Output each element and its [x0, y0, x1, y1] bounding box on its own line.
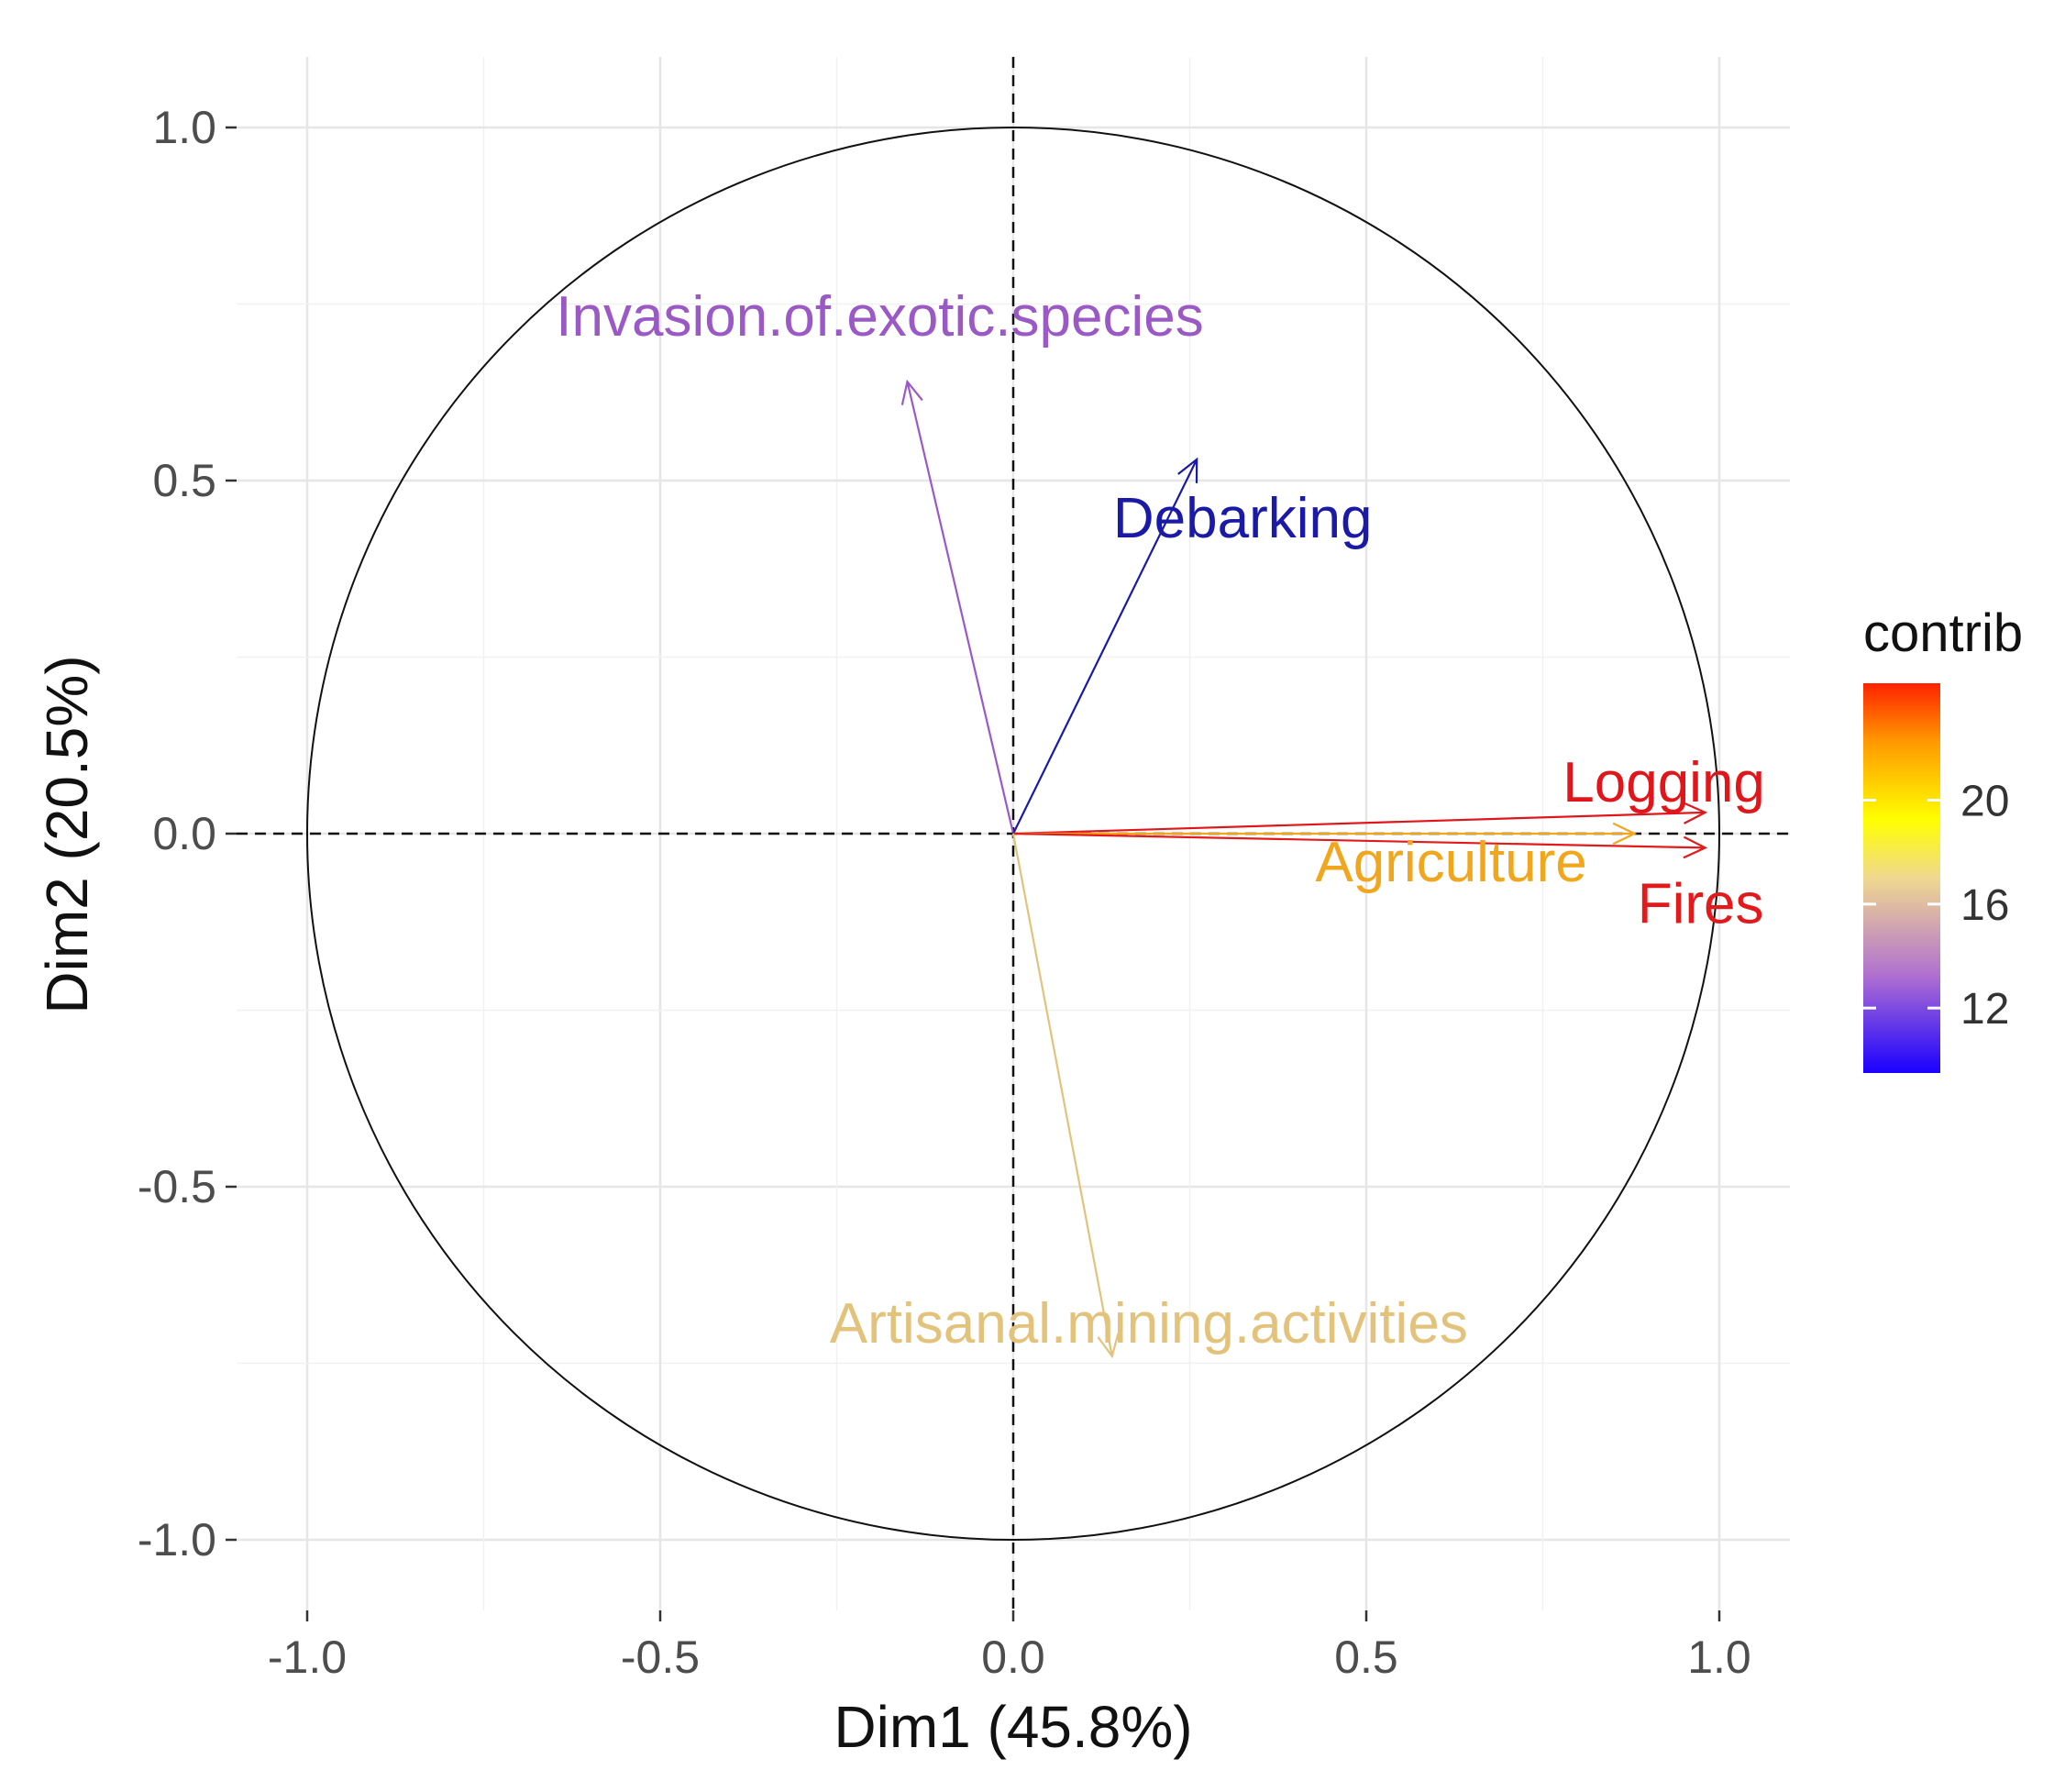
x-tick-label: 1.0 [1687, 1632, 1751, 1683]
variable-arrows [900, 379, 1708, 1359]
x-tick-label: -0.5 [621, 1632, 700, 1683]
arrowhead-logging [1683, 802, 1708, 824]
arrow-invasion-of-exotic-species [906, 381, 1015, 835]
arrowhead-fires [1683, 835, 1708, 859]
x-tick-label: 0.5 [1334, 1632, 1398, 1683]
label-agriculture: Agriculture [1315, 831, 1586, 894]
legend-ticks: 12 16 20 [1863, 778, 2009, 1034]
label-logging: Logging [1563, 751, 1765, 814]
y-axis-title: Dim2 (20.5%) [34, 655, 100, 1013]
arrowhead-agriculture [1612, 822, 1638, 846]
label-artisanal-mining-activities: Artisanal.mining.activities [830, 1292, 1468, 1355]
y-tick-label: 0.0 [152, 808, 216, 859]
arrowhead-artisanal-mining-activities [1097, 1333, 1120, 1359]
arrow-artisanal-mining-activities [1011, 833, 1113, 1357]
arrow-fires [1012, 832, 1706, 849]
y-tick-label: 0.5 [152, 455, 216, 506]
variable-labels: Invasion.of.exotic.species Debarking Loggi… [556, 285, 1765, 1355]
arrow-debarking [1012, 459, 1198, 835]
label-fires: Fires [1638, 872, 1764, 935]
x-axis-title: Dim1 (45.8%) [834, 1694, 1192, 1760]
axis-ticks: -1.0 -0.5 0.0 0.5 1.0 1.0 0.5 0.0 -0.5 -1.0 [138, 102, 1751, 1683]
x-tick-label: 0.0 [981, 1632, 1045, 1683]
label-invasion-of-exotic-species: Invasion.of.exotic.species [556, 285, 1204, 348]
contrib-legend: contrib 12 16 20 [1863, 603, 2023, 1073]
unit-circle [306, 127, 1720, 1541]
legend-colorbar [1863, 683, 1940, 1073]
legend-tick-label: 12 [1960, 985, 2009, 1034]
legend-tick-label: 20 [1960, 778, 2009, 826]
arrow-logging [1012, 811, 1706, 835]
legend-tick-label: 16 [1960, 881, 2009, 930]
arrowhead-debarking [1177, 457, 1198, 483]
y-tick-label: 1.0 [152, 102, 216, 153]
unit-circle-group [306, 127, 1720, 1541]
x-tick-label: -1.0 [268, 1632, 347, 1683]
y-tick-label: -0.5 [138, 1161, 216, 1212]
y-tick-label: -1.0 [138, 1514, 216, 1565]
arrowhead-invasion-of-exotic-species [900, 379, 923, 405]
label-debarking: Debarking [1113, 487, 1373, 550]
legend-title: contrib [1863, 603, 2023, 663]
